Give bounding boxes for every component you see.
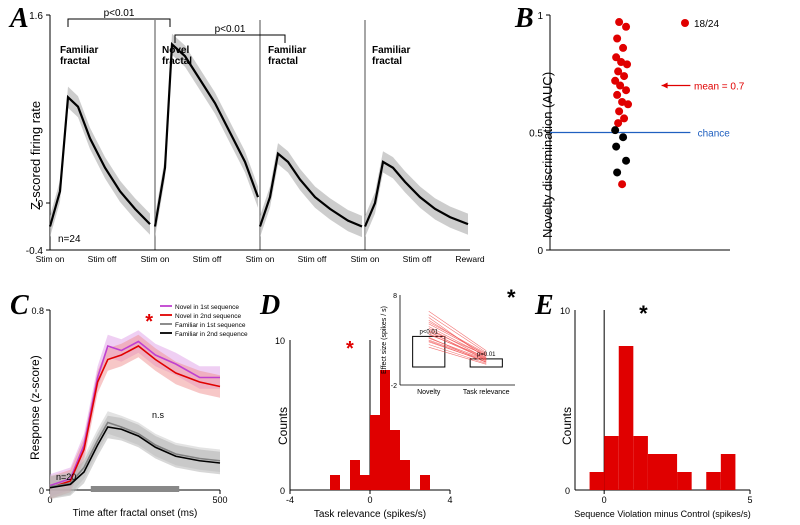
svg-text:10: 10: [275, 336, 285, 346]
svg-text:10: 10: [560, 306, 570, 316]
svg-text:Novel in 1st sequence: Novel in 1st sequence: [175, 304, 239, 311]
figure-svg: -0.401.6Stim onStim offStim onStim offSt…: [0, 0, 800, 525]
svg-text:0.8: 0.8: [31, 306, 44, 316]
svg-text:Reward: Reward: [455, 254, 485, 264]
svg-text:-2: -2: [391, 383, 397, 390]
svg-text:Stim on: Stim on: [351, 254, 380, 264]
svg-text:Familiar in 1st sequence: Familiar in 1st sequence: [175, 322, 246, 329]
svg-text:Time after fractal onset (ms): Time after fractal onset (ms): [73, 508, 198, 519]
svg-text:p<0.01: p<0.01: [419, 329, 438, 335]
svg-text:5: 5: [747, 495, 752, 505]
svg-text:Familiar: Familiar: [60, 45, 98, 56]
svg-text:*: *: [507, 285, 516, 310]
svg-text:Novel in 2nd sequence: Novel in 2nd sequence: [175, 313, 242, 320]
svg-text:Task relevance (spikes/s): Task relevance (spikes/s): [314, 509, 426, 520]
svg-text:fractal: fractal: [268, 56, 298, 67]
svg-text:1.6: 1.6: [29, 11, 43, 22]
svg-text:0: 0: [367, 495, 372, 505]
svg-text:0: 0: [602, 495, 607, 505]
svg-text:fractal: fractal: [60, 56, 90, 67]
svg-text:Familiar: Familiar: [268, 45, 306, 56]
svg-text:p<0.01: p<0.01: [215, 24, 246, 35]
svg-text:Novel: Novel: [162, 45, 189, 56]
svg-text:0: 0: [39, 486, 44, 496]
svg-text:Stim on: Stim on: [141, 254, 170, 264]
svg-text:Stim on: Stim on: [36, 254, 65, 264]
svg-text:*: *: [639, 301, 648, 326]
svg-text:fractal: fractal: [372, 56, 402, 67]
svg-text:4: 4: [447, 495, 452, 505]
svg-text:500: 500: [212, 495, 227, 505]
svg-text:fractal: fractal: [162, 56, 192, 67]
svg-text:mean = 0.7: mean = 0.7: [694, 82, 745, 93]
svg-text:0: 0: [565, 486, 570, 496]
svg-text:p=0.01: p=0.01: [477, 352, 496, 358]
svg-text:Novelty: Novelty: [417, 389, 441, 396]
svg-text:Effect size (spikes / s): Effect size (spikes / s): [381, 306, 388, 374]
svg-text:18/24: 18/24: [694, 19, 719, 30]
svg-text:0: 0: [37, 199, 43, 210]
svg-text:*: *: [346, 338, 354, 360]
svg-text:8: 8: [393, 293, 397, 300]
svg-text:n=24: n=24: [58, 234, 81, 245]
svg-text:Familiar: Familiar: [372, 45, 410, 56]
svg-text:*: *: [145, 311, 153, 333]
svg-text:Stim on: Stim on: [246, 254, 275, 264]
svg-text:0.5: 0.5: [529, 129, 543, 140]
svg-text:n.s: n.s: [152, 410, 165, 420]
svg-text:Familiar in 2nd sequence: Familiar in 2nd sequence: [175, 331, 248, 338]
svg-text:Stim off: Stim off: [88, 254, 117, 264]
svg-text:Stim off: Stim off: [403, 254, 432, 264]
svg-text:Sequence Violation minus Contr: Sequence Violation minus Control (spikes…: [574, 509, 750, 519]
svg-text:Task relevance: Task relevance: [463, 389, 510, 396]
svg-text:n=20: n=20: [56, 472, 76, 482]
svg-text:0: 0: [280, 486, 285, 496]
svg-text:Stim off: Stim off: [298, 254, 327, 264]
svg-text:1: 1: [537, 11, 543, 22]
svg-text:-4: -4: [286, 495, 294, 505]
svg-text:Stim off: Stim off: [193, 254, 222, 264]
svg-text:chance: chance: [698, 129, 731, 140]
svg-text:p<0.01: p<0.01: [104, 8, 135, 19]
svg-text:0: 0: [537, 246, 543, 257]
